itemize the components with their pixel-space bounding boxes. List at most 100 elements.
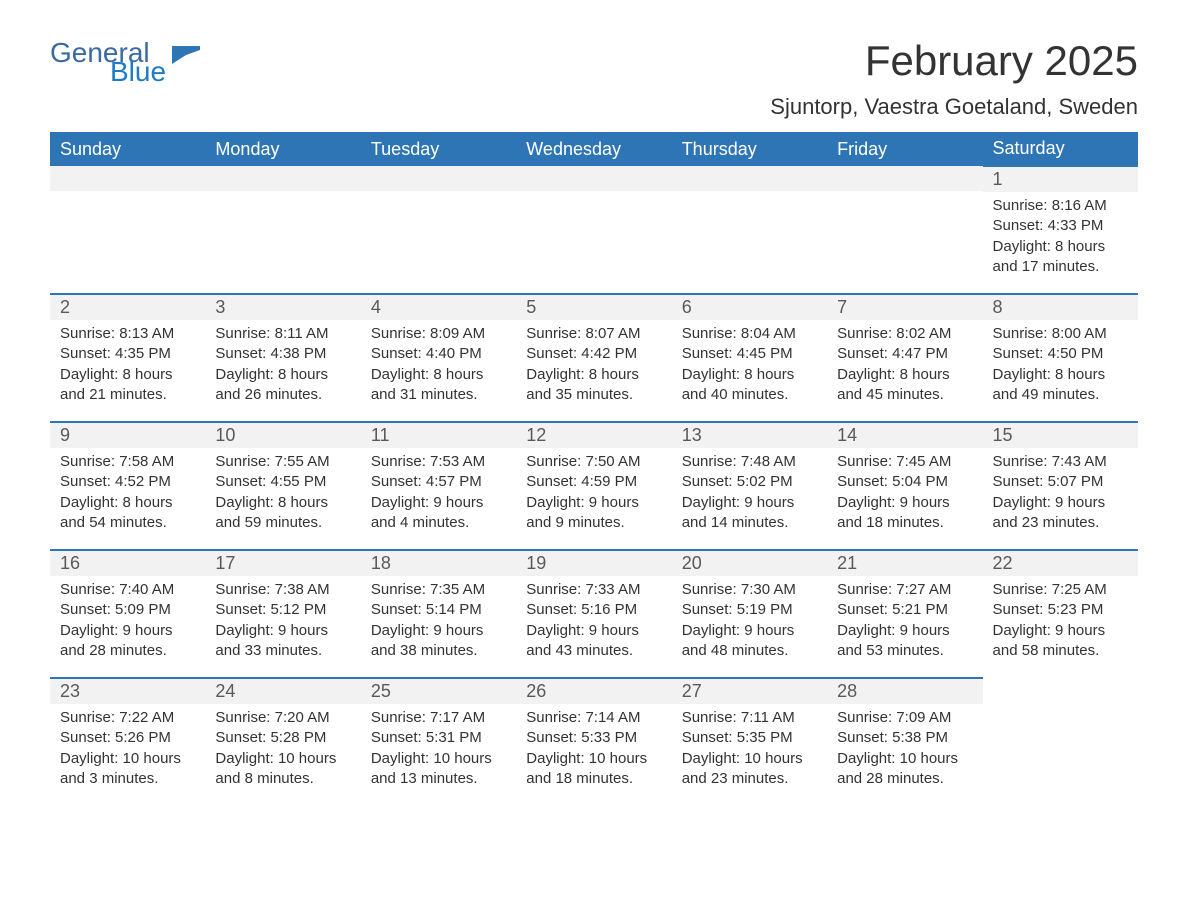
weekday-header: Saturday bbox=[983, 132, 1138, 166]
day-details: Sunrise: 7:11 AMSunset: 5:35 PMDaylight:… bbox=[672, 704, 827, 799]
calendar-cell: 23Sunrise: 7:22 AMSunset: 5:26 PMDayligh… bbox=[50, 678, 205, 806]
calendar-cell bbox=[672, 166, 827, 294]
daylight-line: Daylight: 10 hours and 3 minutes. bbox=[60, 749, 195, 790]
calendar-table: Sunday Monday Tuesday Wednesday Thursday… bbox=[50, 132, 1138, 806]
empty-day bbox=[205, 166, 360, 191]
sunset-line: Sunset: 4:45 PM bbox=[682, 344, 817, 364]
sunset-line: Sunset: 5:33 PM bbox=[526, 728, 661, 748]
day-details: Sunrise: 7:30 AMSunset: 5:19 PMDaylight:… bbox=[672, 576, 827, 671]
day-number: 10 bbox=[205, 423, 360, 448]
day-number: 7 bbox=[827, 295, 982, 320]
calendar-row: 9Sunrise: 7:58 AMSunset: 4:52 PMDaylight… bbox=[50, 422, 1138, 550]
sunrise-line: Sunrise: 7:14 AM bbox=[526, 708, 661, 728]
sunrise-line: Sunrise: 7:53 AM bbox=[371, 452, 506, 472]
day-details: Sunrise: 8:04 AMSunset: 4:45 PMDaylight:… bbox=[672, 320, 827, 415]
day-details: Sunrise: 8:11 AMSunset: 4:38 PMDaylight:… bbox=[205, 320, 360, 415]
empty-day bbox=[50, 166, 205, 191]
sunrise-line: Sunrise: 7:25 AM bbox=[993, 580, 1128, 600]
calendar-row: 23Sunrise: 7:22 AMSunset: 5:26 PMDayligh… bbox=[50, 678, 1138, 806]
sunrise-line: Sunrise: 7:27 AM bbox=[837, 580, 972, 600]
sunset-line: Sunset: 4:55 PM bbox=[215, 472, 350, 492]
day-number: 22 bbox=[983, 551, 1138, 576]
sunset-line: Sunset: 5:16 PM bbox=[526, 600, 661, 620]
daylight-line: Daylight: 10 hours and 18 minutes. bbox=[526, 749, 661, 790]
sunset-line: Sunset: 4:42 PM bbox=[526, 344, 661, 364]
daylight-line: Daylight: 9 hours and 14 minutes. bbox=[682, 493, 817, 534]
calendar-cell: 4Sunrise: 8:09 AMSunset: 4:40 PMDaylight… bbox=[361, 294, 516, 422]
header: General Blue February 2025 Sjuntorp, Vae… bbox=[50, 40, 1138, 120]
sunset-line: Sunset: 5:07 PM bbox=[993, 472, 1128, 492]
day-number: 23 bbox=[50, 679, 205, 704]
sunset-line: Sunset: 4:57 PM bbox=[371, 472, 506, 492]
day-number: 15 bbox=[983, 423, 1138, 448]
sunrise-line: Sunrise: 7:22 AM bbox=[60, 708, 195, 728]
calendar-cell bbox=[516, 166, 671, 294]
empty-day bbox=[361, 166, 516, 191]
sunrise-line: Sunrise: 7:33 AM bbox=[526, 580, 661, 600]
sunset-line: Sunset: 4:40 PM bbox=[371, 344, 506, 364]
calendar-cell: 16Sunrise: 7:40 AMSunset: 5:09 PMDayligh… bbox=[50, 550, 205, 678]
calendar-cell: 18Sunrise: 7:35 AMSunset: 5:14 PMDayligh… bbox=[361, 550, 516, 678]
sunrise-line: Sunrise: 7:35 AM bbox=[371, 580, 506, 600]
sunrise-line: Sunrise: 7:50 AM bbox=[526, 452, 661, 472]
empty-day bbox=[516, 166, 671, 191]
day-number: 14 bbox=[827, 423, 982, 448]
sunset-line: Sunset: 4:47 PM bbox=[837, 344, 972, 364]
daylight-line: Daylight: 8 hours and 17 minutes. bbox=[993, 237, 1128, 278]
sunset-line: Sunset: 4:33 PM bbox=[993, 216, 1128, 236]
day-details: Sunrise: 8:02 AMSunset: 4:47 PMDaylight:… bbox=[827, 320, 982, 415]
calendar-cell: 1Sunrise: 8:16 AMSunset: 4:33 PMDaylight… bbox=[983, 166, 1138, 294]
day-number: 28 bbox=[827, 679, 982, 704]
sunset-line: Sunset: 5:19 PM bbox=[682, 600, 817, 620]
daylight-line: Daylight: 8 hours and 35 minutes. bbox=[526, 365, 661, 406]
calendar-cell: 25Sunrise: 7:17 AMSunset: 5:31 PMDayligh… bbox=[361, 678, 516, 806]
day-details: Sunrise: 7:40 AMSunset: 5:09 PMDaylight:… bbox=[50, 576, 205, 671]
calendar-cell: 17Sunrise: 7:38 AMSunset: 5:12 PMDayligh… bbox=[205, 550, 360, 678]
calendar-cell: 26Sunrise: 7:14 AMSunset: 5:33 PMDayligh… bbox=[516, 678, 671, 806]
calendar-cell: 5Sunrise: 8:07 AMSunset: 4:42 PMDaylight… bbox=[516, 294, 671, 422]
day-details: Sunrise: 7:35 AMSunset: 5:14 PMDaylight:… bbox=[361, 576, 516, 671]
sunrise-line: Sunrise: 7:40 AM bbox=[60, 580, 195, 600]
daylight-line: Daylight: 9 hours and 43 minutes. bbox=[526, 621, 661, 662]
calendar-row: 16Sunrise: 7:40 AMSunset: 5:09 PMDayligh… bbox=[50, 550, 1138, 678]
daylight-line: Daylight: 10 hours and 28 minutes. bbox=[837, 749, 972, 790]
day-number: 2 bbox=[50, 295, 205, 320]
sunset-line: Sunset: 5:38 PM bbox=[837, 728, 972, 748]
sunset-line: Sunset: 4:59 PM bbox=[526, 472, 661, 492]
day-details: Sunrise: 8:13 AMSunset: 4:35 PMDaylight:… bbox=[50, 320, 205, 415]
sunset-line: Sunset: 5:28 PM bbox=[215, 728, 350, 748]
calendar-row: 2Sunrise: 8:13 AMSunset: 4:35 PMDaylight… bbox=[50, 294, 1138, 422]
day-number: 25 bbox=[361, 679, 516, 704]
day-details: Sunrise: 7:43 AMSunset: 5:07 PMDaylight:… bbox=[983, 448, 1138, 543]
location-text: Sjuntorp, Vaestra Goetaland, Sweden bbox=[770, 94, 1138, 120]
calendar-cell: 8Sunrise: 8:00 AMSunset: 4:50 PMDaylight… bbox=[983, 294, 1138, 422]
day-number: 18 bbox=[361, 551, 516, 576]
sunrise-line: Sunrise: 8:02 AM bbox=[837, 324, 972, 344]
calendar-cell bbox=[361, 166, 516, 294]
sunrise-line: Sunrise: 8:09 AM bbox=[371, 324, 506, 344]
calendar-cell: 7Sunrise: 8:02 AMSunset: 4:47 PMDaylight… bbox=[827, 294, 982, 422]
day-details: Sunrise: 7:09 AMSunset: 5:38 PMDaylight:… bbox=[827, 704, 982, 799]
sunrise-line: Sunrise: 7:43 AM bbox=[993, 452, 1128, 472]
daylight-line: Daylight: 9 hours and 48 minutes. bbox=[682, 621, 817, 662]
calendar-cell: 12Sunrise: 7:50 AMSunset: 4:59 PMDayligh… bbox=[516, 422, 671, 550]
day-details: Sunrise: 7:45 AMSunset: 5:04 PMDaylight:… bbox=[827, 448, 982, 543]
weekday-header: Wednesday bbox=[516, 132, 671, 166]
day-details: Sunrise: 8:09 AMSunset: 4:40 PMDaylight:… bbox=[361, 320, 516, 415]
day-details: Sunrise: 7:25 AMSunset: 5:23 PMDaylight:… bbox=[983, 576, 1138, 671]
sunrise-line: Sunrise: 7:09 AM bbox=[837, 708, 972, 728]
day-details: Sunrise: 8:16 AMSunset: 4:33 PMDaylight:… bbox=[983, 192, 1138, 287]
sunset-line: Sunset: 5:23 PM bbox=[993, 600, 1128, 620]
calendar-cell: 6Sunrise: 8:04 AMSunset: 4:45 PMDaylight… bbox=[672, 294, 827, 422]
sunset-line: Sunset: 5:35 PM bbox=[682, 728, 817, 748]
daylight-line: Daylight: 8 hours and 40 minutes. bbox=[682, 365, 817, 406]
daylight-line: Daylight: 9 hours and 53 minutes. bbox=[837, 621, 972, 662]
day-number: 1 bbox=[983, 167, 1138, 192]
daylight-line: Daylight: 9 hours and 28 minutes. bbox=[60, 621, 195, 662]
calendar-cell: 2Sunrise: 8:13 AMSunset: 4:35 PMDaylight… bbox=[50, 294, 205, 422]
daylight-line: Daylight: 9 hours and 38 minutes. bbox=[371, 621, 506, 662]
sunrise-line: Sunrise: 8:00 AM bbox=[993, 324, 1128, 344]
calendar-cell bbox=[827, 166, 982, 294]
day-details: Sunrise: 7:50 AMSunset: 4:59 PMDaylight:… bbox=[516, 448, 671, 543]
calendar-cell: 9Sunrise: 7:58 AMSunset: 4:52 PMDaylight… bbox=[50, 422, 205, 550]
